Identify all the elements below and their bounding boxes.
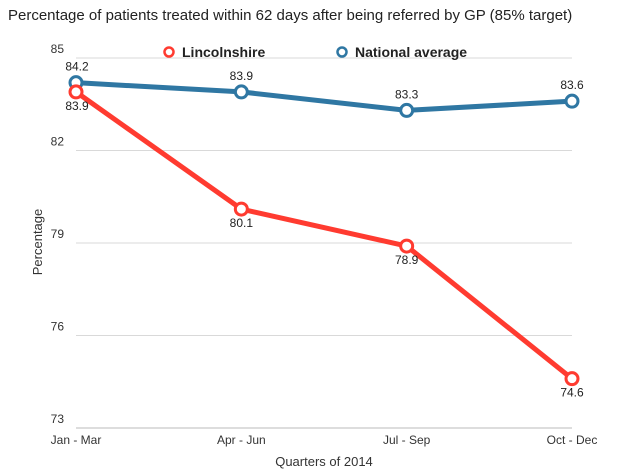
point-national-average-1 [233,84,249,100]
data-label-lincolnshire-3: 74.6 [560,386,584,400]
point-lincolnshire-0 [68,84,84,100]
x-tick-label-0: Jan - Mar [51,433,102,447]
data-label-national-average-1: 83.9 [230,69,254,83]
y-tick-label-85: 85 [51,42,65,56]
y-axis-ticks: 73 76 79 82 85 [51,42,65,426]
data-label-national-average-0: 84.2 [65,60,89,74]
x-tick-label-1: Apr - Jun [217,433,266,447]
x-tick-label-2: Jul - Sep [383,433,431,447]
legend-label-lincolnshire: Lincolnshire [182,44,265,60]
series-layer [68,75,580,387]
point-lincolnshire-1 [233,201,249,217]
y-tick-label-76: 76 [51,320,65,334]
point-national-average-2 [399,102,415,118]
gridlines [76,57,572,429]
legend-marker-national-average [336,46,348,58]
legend-marker-lincolnshire [163,46,175,58]
series-line-lincolnshire [73,89,575,382]
point-lincolnshire-2 [399,238,415,254]
series-line-national-average [73,80,575,113]
y-tick-label-82: 82 [51,135,65,149]
chart-title: Percentage of patients treated within 62… [8,7,572,24]
data-label-lincolnshire-0: 83.9 [65,99,89,113]
data-label-lincolnshire-2: 78.9 [395,253,419,267]
y-axis-label: Percentage [30,209,45,276]
point-lincolnshire-3 [564,371,580,387]
legend-item-national-average: National average [336,44,467,60]
x-axis-label: Quarters of 2014 [275,454,373,469]
data-labels: 83.9 80.1 78.9 74.6 84.2 83.9 83.3 83.6 [65,60,584,400]
y-tick-label-79: 79 [51,227,65,241]
data-label-lincolnshire-1: 80.1 [230,216,254,230]
x-axis-ticks: Jan - Mar Apr - Jun Jul - Sep Oct - Dec [51,433,598,447]
legend-label-national-average: National average [355,44,467,60]
data-label-national-average-3: 83.6 [560,78,584,92]
point-national-average-3 [564,93,580,109]
x-tick-label-3: Oct - Dec [547,433,598,447]
legend: Lincolnshire National average [163,44,467,60]
data-label-national-average-2: 83.3 [395,87,419,101]
y-tick-label-73: 73 [51,412,65,426]
legend-item-lincolnshire: Lincolnshire [163,44,265,60]
